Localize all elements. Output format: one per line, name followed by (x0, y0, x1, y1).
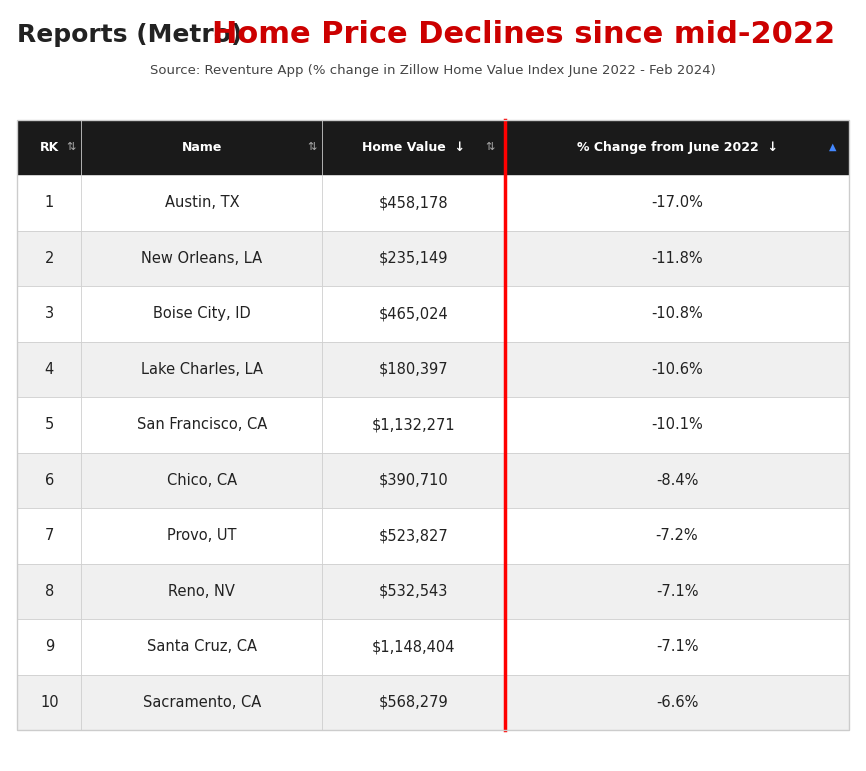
FancyBboxPatch shape (322, 231, 506, 286)
FancyBboxPatch shape (506, 342, 849, 397)
Text: Home Price Declines since mid-2022: Home Price Declines since mid-2022 (212, 20, 836, 49)
Text: Santa Cruz, CA: Santa Cruz, CA (147, 639, 257, 655)
FancyBboxPatch shape (506, 675, 849, 730)
Text: -17.0%: -17.0% (651, 195, 703, 210)
Text: 1: 1 (45, 195, 54, 210)
Text: $465,024: $465,024 (379, 306, 449, 322)
FancyBboxPatch shape (81, 564, 322, 619)
FancyBboxPatch shape (322, 675, 506, 730)
Text: $1,148,404: $1,148,404 (372, 639, 456, 655)
FancyBboxPatch shape (17, 675, 81, 730)
FancyBboxPatch shape (506, 619, 849, 675)
Text: -7.1%: -7.1% (656, 639, 698, 655)
FancyBboxPatch shape (81, 619, 322, 675)
Text: -11.8%: -11.8% (651, 251, 703, 266)
Text: -7.2%: -7.2% (656, 528, 698, 544)
FancyBboxPatch shape (322, 619, 506, 675)
FancyBboxPatch shape (81, 453, 322, 508)
Text: ⇅: ⇅ (307, 143, 317, 152)
FancyBboxPatch shape (506, 120, 849, 175)
FancyBboxPatch shape (322, 120, 506, 175)
Text: San Francisco, CA: San Francisco, CA (137, 417, 267, 433)
Text: $1,132,271: $1,132,271 (372, 417, 456, 433)
FancyBboxPatch shape (322, 342, 506, 397)
FancyBboxPatch shape (322, 397, 506, 453)
Text: -8.4%: -8.4% (656, 473, 698, 488)
FancyBboxPatch shape (81, 286, 322, 342)
FancyBboxPatch shape (17, 231, 81, 286)
FancyBboxPatch shape (17, 508, 81, 564)
Text: -10.8%: -10.8% (651, 306, 703, 322)
FancyBboxPatch shape (322, 286, 506, 342)
Text: Boise City, ID: Boise City, ID (153, 306, 251, 322)
FancyBboxPatch shape (81, 231, 322, 286)
FancyBboxPatch shape (81, 175, 322, 231)
Text: -6.6%: -6.6% (656, 695, 698, 710)
FancyBboxPatch shape (506, 508, 849, 564)
Text: Reports (Metro): Reports (Metro) (17, 22, 242, 47)
FancyBboxPatch shape (322, 564, 506, 619)
Text: Austin, TX: Austin, TX (165, 195, 239, 210)
Text: Source: Reventure App (% change in Zillow Home Value Index June 2022 - Feb 2024): Source: Reventure App (% change in Zillo… (150, 65, 716, 77)
FancyBboxPatch shape (322, 508, 506, 564)
Text: $523,827: $523,827 (379, 528, 449, 544)
FancyBboxPatch shape (322, 453, 506, 508)
Text: 9: 9 (45, 639, 54, 655)
Text: RK: RK (40, 141, 59, 153)
Text: -10.6%: -10.6% (651, 362, 703, 377)
Text: 6: 6 (45, 473, 54, 488)
Text: 5: 5 (45, 417, 54, 433)
FancyBboxPatch shape (17, 175, 81, 231)
Text: Chico, CA: Chico, CA (167, 473, 237, 488)
Text: $458,178: $458,178 (379, 195, 449, 210)
FancyBboxPatch shape (81, 508, 322, 564)
Text: 3: 3 (45, 306, 54, 322)
FancyBboxPatch shape (506, 397, 849, 453)
Text: Lake Charles, LA: Lake Charles, LA (141, 362, 263, 377)
FancyBboxPatch shape (17, 286, 81, 342)
Text: ▲: ▲ (830, 143, 837, 152)
Text: 2: 2 (45, 251, 54, 266)
Text: Name: Name (182, 141, 222, 153)
Text: -10.1%: -10.1% (651, 417, 703, 433)
Text: ⇅: ⇅ (485, 143, 494, 152)
Text: % Change from June 2022  ↓: % Change from June 2022 ↓ (577, 141, 778, 153)
FancyBboxPatch shape (81, 342, 322, 397)
FancyBboxPatch shape (506, 175, 849, 231)
FancyBboxPatch shape (81, 397, 322, 453)
Text: Reno, NV: Reno, NV (169, 584, 236, 599)
FancyBboxPatch shape (506, 286, 849, 342)
Text: 8: 8 (45, 584, 54, 599)
Text: Home Value  ↓: Home Value ↓ (362, 141, 465, 153)
Text: Provo, UT: Provo, UT (167, 528, 236, 544)
Text: 7: 7 (45, 528, 54, 544)
FancyBboxPatch shape (17, 342, 81, 397)
FancyBboxPatch shape (322, 175, 506, 231)
FancyBboxPatch shape (17, 453, 81, 508)
FancyBboxPatch shape (17, 397, 81, 453)
FancyBboxPatch shape (17, 619, 81, 675)
Text: 4: 4 (45, 362, 54, 377)
Text: ⇅: ⇅ (67, 143, 75, 152)
Text: -7.1%: -7.1% (656, 584, 698, 599)
Text: $235,149: $235,149 (379, 251, 449, 266)
FancyBboxPatch shape (506, 231, 849, 286)
Text: New Orleans, LA: New Orleans, LA (141, 251, 262, 266)
FancyBboxPatch shape (81, 675, 322, 730)
Text: $180,397: $180,397 (379, 362, 449, 377)
FancyBboxPatch shape (17, 564, 81, 619)
FancyBboxPatch shape (17, 120, 81, 175)
Text: $568,279: $568,279 (379, 695, 449, 710)
Text: Sacramento, CA: Sacramento, CA (143, 695, 261, 710)
FancyBboxPatch shape (506, 564, 849, 619)
FancyBboxPatch shape (81, 120, 322, 175)
Text: $532,543: $532,543 (379, 584, 449, 599)
FancyBboxPatch shape (506, 453, 849, 508)
Text: 10: 10 (40, 695, 59, 710)
Text: $390,710: $390,710 (379, 473, 449, 488)
